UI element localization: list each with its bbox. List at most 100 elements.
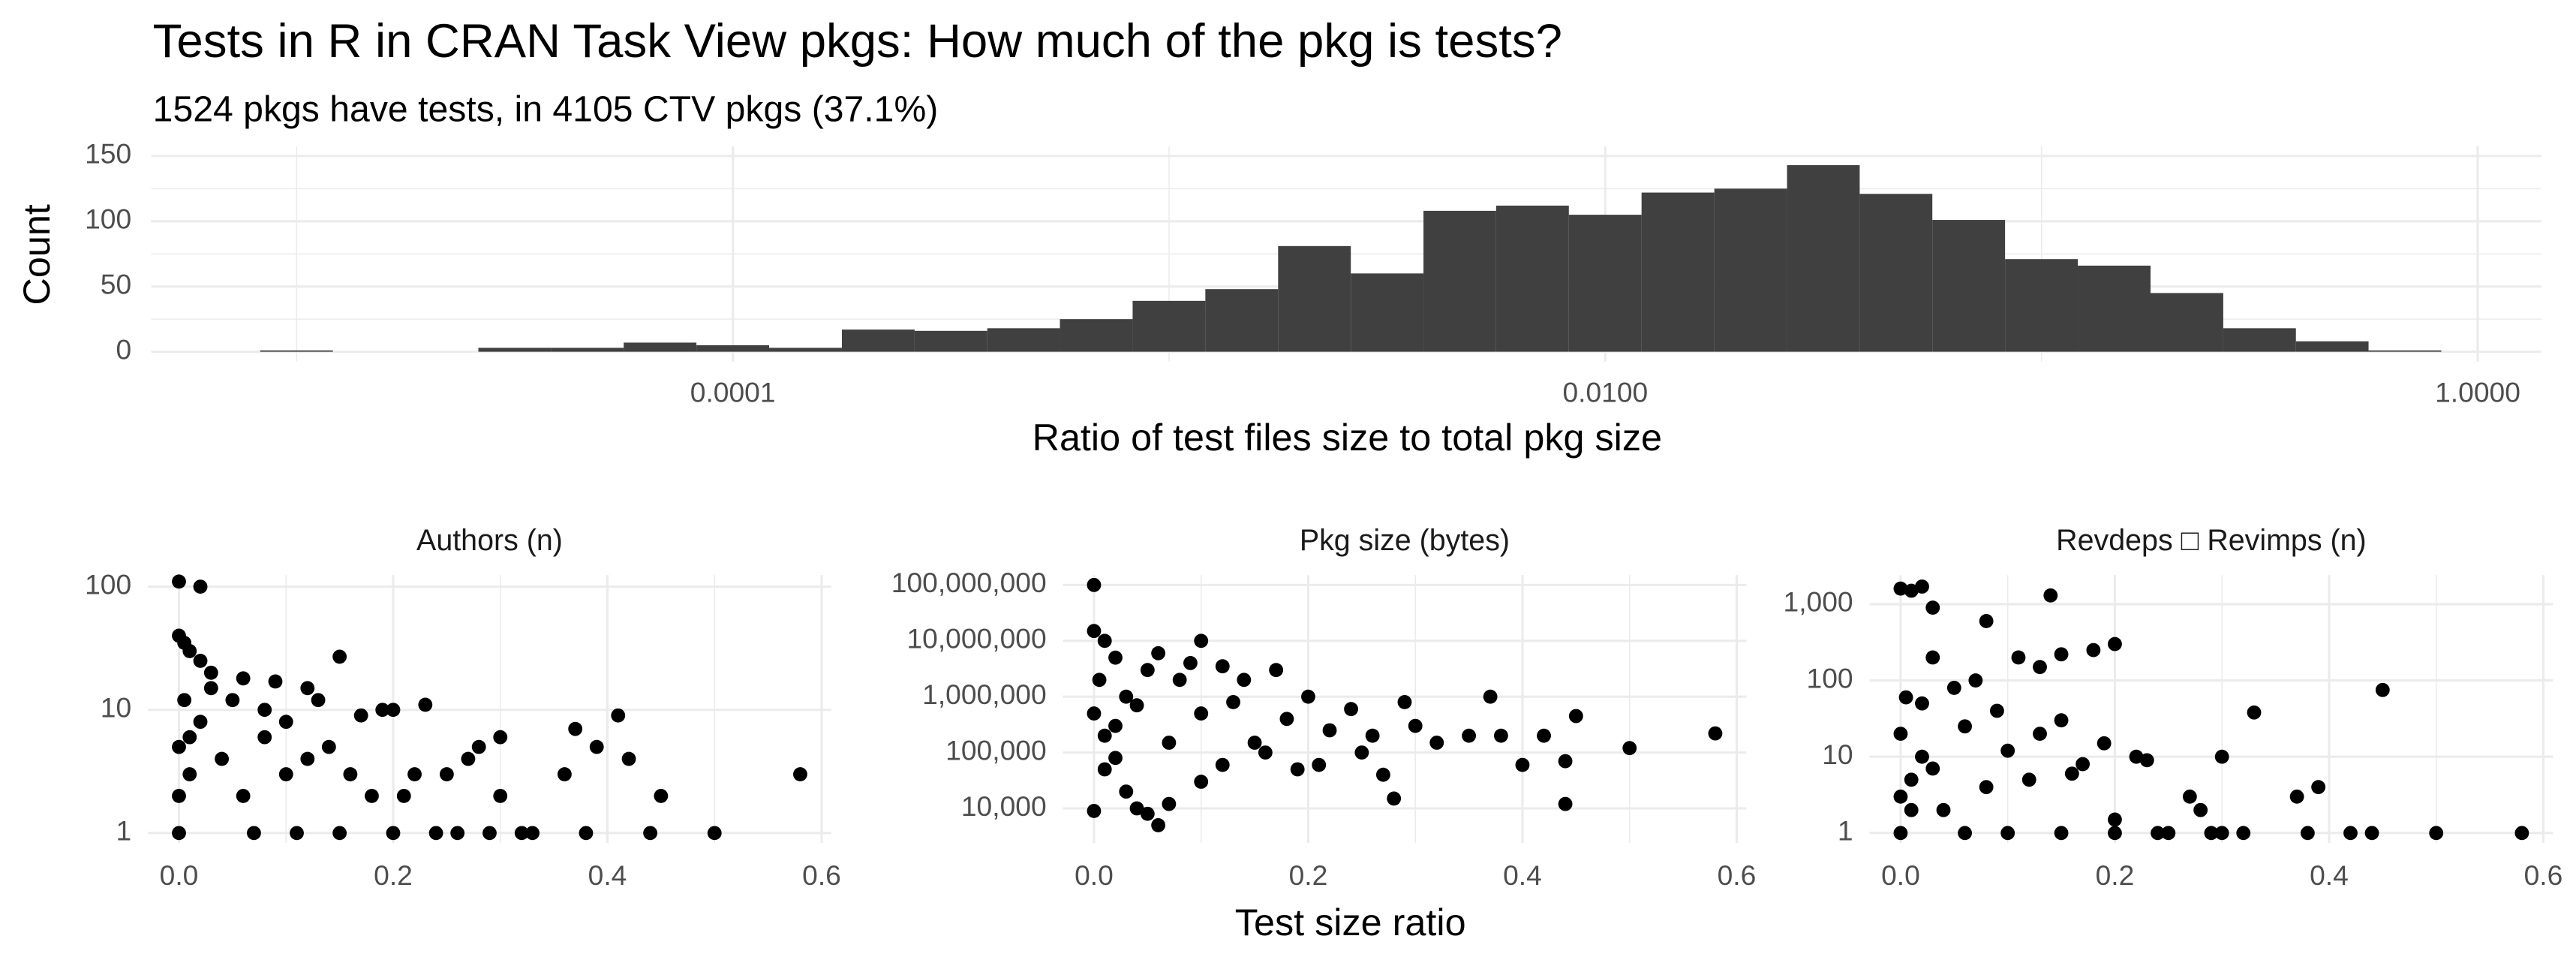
scatter-point (365, 789, 379, 803)
histogram-bar (1568, 215, 1642, 352)
scatter-point (2054, 647, 2069, 662)
scatter-point (1119, 784, 1134, 799)
scatter-point (1087, 706, 1102, 721)
scatter-point (482, 826, 497, 841)
facet-title: Pkg size (bytes) (1300, 524, 1510, 557)
scatter-point (1429, 736, 1444, 750)
scatter-point (2043, 588, 2058, 603)
scatter-point (343, 767, 358, 781)
histogram-bar (841, 330, 915, 352)
x-axis-title: Ratio of test files size to total pkg si… (1033, 416, 1662, 459)
y-tick-label: 100,000,000 (891, 567, 1047, 598)
scatter-point (1290, 762, 1305, 777)
histogram-bar (2368, 350, 2442, 352)
scatter-point (450, 826, 465, 841)
scatter-point (1387, 791, 1402, 806)
x-tick-label: 0.4 (588, 859, 627, 891)
x-tick-label: 0.2 (2096, 859, 2135, 891)
histogram-bar (1859, 194, 1933, 352)
scatter-point (1092, 673, 1107, 688)
scatter-point (1215, 659, 1230, 674)
scatter-point (396, 789, 411, 803)
scatter-point (654, 789, 669, 803)
scatter-point (1946, 680, 1961, 695)
scatter-point (182, 767, 197, 781)
scatter-point (1904, 802, 1919, 817)
scatter-point (2236, 826, 2251, 841)
x-tick-label: 0.2 (1289, 859, 1328, 891)
scatter-point (1893, 826, 1908, 841)
scatter-point (1893, 727, 1908, 742)
y-tick-label: 10 (101, 692, 131, 724)
scatter-point (1322, 723, 1337, 738)
scatter-point (1097, 633, 1112, 649)
scatter-point (2108, 812, 2122, 827)
scatter-point (2139, 753, 2154, 768)
scatter-point (643, 826, 658, 841)
histogram-bar (2005, 259, 2079, 352)
y-tick-label: 10 (1822, 739, 1853, 770)
scatter-point (1925, 600, 1940, 615)
scatter-point (2000, 743, 2015, 758)
x-tick-label: 0.0 (1075, 859, 1114, 891)
scatter-point (1958, 719, 1972, 734)
scatter-point (1925, 650, 1940, 665)
scatter-point (2151, 826, 2165, 841)
scatter-point (353, 708, 368, 723)
y-tick-label: 50 (101, 269, 131, 300)
scatter-point (493, 789, 508, 803)
y-tick-label: 1 (116, 815, 131, 847)
scatter-point (2033, 660, 2047, 675)
scatter-point (268, 674, 283, 689)
scatter-point (172, 739, 186, 754)
scatter-point (461, 751, 476, 766)
scatter-point (1140, 663, 1155, 678)
scatter-point (2054, 826, 2069, 841)
x-tick-label: 1.0000 (2435, 376, 2520, 408)
scatter-point (1108, 650, 1123, 665)
histogram-bar (551, 348, 624, 352)
scatter-point (1925, 761, 1940, 776)
scatter-point (793, 767, 807, 781)
scatter-point (247, 826, 261, 841)
scatter-point (2214, 749, 2229, 764)
y-tick-label: 1 (1838, 815, 1853, 847)
histogram-bar (1351, 273, 1424, 352)
scatter-point (1151, 645, 1166, 661)
y-tick-label: 1,000,000 (922, 679, 1047, 710)
scatter-point (300, 681, 315, 696)
scatter-point (1087, 804, 1102, 818)
scatter-point (332, 649, 347, 664)
scatter-point (2214, 826, 2229, 841)
scatter-point (172, 826, 186, 841)
scatter-point (1483, 689, 1498, 704)
histogram-bar (2150, 293, 2223, 352)
scatter-point (1129, 801, 1144, 816)
scatter-point (2343, 826, 2358, 841)
scatter-point (1989, 703, 2004, 718)
scatter-point (1893, 581, 1908, 596)
x-tick-label: 0.0 (1881, 859, 1920, 891)
scatter-point (321, 739, 336, 754)
scatter-point (1269, 663, 1284, 678)
scatter-point (439, 767, 454, 781)
chart-subtitle: 1524 pkgs have tests, in 4105 CTV pkgs (… (153, 89, 939, 130)
y-tick-label: 10,000 (961, 790, 1047, 822)
x-tick-label: 0.0001 (690, 376, 776, 408)
histogram-bar (1060, 319, 1133, 352)
x-axis-title: Test size ratio (1235, 901, 1466, 943)
scatter-point (386, 703, 401, 718)
scatter-point (1194, 706, 1209, 721)
scatter-point (2289, 789, 2304, 804)
scatter-point (203, 665, 218, 680)
histogram-bar (769, 348, 842, 352)
scatter-point (1515, 757, 1530, 772)
scatter-point (193, 715, 208, 730)
histogram-bar (2295, 341, 2369, 352)
scatter-point (2300, 826, 2315, 841)
scatter-point (407, 767, 422, 781)
scatter-point (1183, 655, 1198, 670)
scatter-point (1979, 780, 1994, 795)
scatter-point (1397, 694, 1412, 709)
scatter-point (1904, 583, 1919, 598)
